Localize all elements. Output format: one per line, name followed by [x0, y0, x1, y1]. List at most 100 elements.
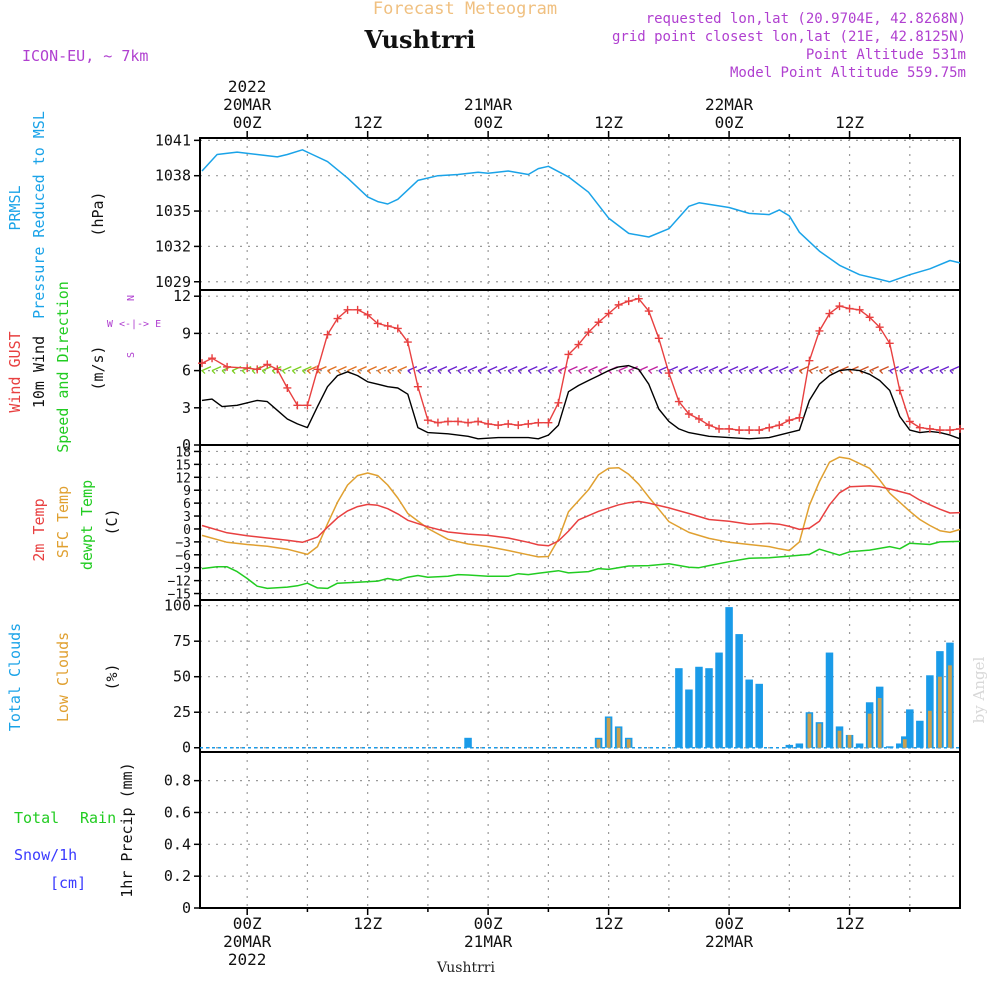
gust-marker — [383, 321, 392, 330]
pressure-unit: (hPa) — [89, 191, 107, 236]
gust-marker — [524, 419, 533, 428]
wind-barb — [231, 370, 236, 375]
wind-barb — [899, 370, 904, 375]
wind-barb — [337, 366, 347, 372]
top-time-label: 12Z — [835, 113, 864, 132]
wind-barb — [301, 370, 306, 375]
gust-marker — [905, 417, 914, 426]
temp-label-sfc: SFC Temp — [54, 486, 72, 558]
precip-ytick-label: 0.4 — [164, 835, 191, 853]
temp-ytick-label: −15 — [168, 588, 191, 603]
gust-marker — [263, 360, 272, 369]
gust-marker — [484, 419, 493, 428]
gust-marker — [624, 297, 633, 306]
low-cloud-bar — [616, 727, 621, 748]
gust-marker — [945, 426, 954, 435]
gust-marker — [208, 354, 217, 363]
wind-barb — [307, 366, 317, 372]
top-time-label: 00Z — [233, 113, 262, 132]
wind-barb — [808, 370, 813, 375]
wind-barb — [302, 366, 312, 372]
wind-barb — [668, 366, 679, 372]
total-cloud-bar — [896, 743, 904, 748]
bottom-time-label: 12Z — [594, 914, 623, 933]
wind-barb — [367, 370, 372, 375]
total-cloud-bar — [795, 743, 804, 748]
temp-ytick-label: 9 — [183, 484, 191, 499]
pressure-label-msl: Pressure Reduced to MSL — [30, 111, 48, 319]
wind-barb — [527, 370, 532, 375]
wind-barb — [939, 370, 944, 375]
total-cloud-bar — [885, 746, 894, 748]
pressure-ytick-label: 1038 — [155, 167, 191, 185]
gust-marker — [935, 426, 944, 435]
wind-barb — [879, 366, 889, 372]
gust-marker — [785, 416, 794, 425]
gust-marker — [725, 424, 734, 433]
wind-barb — [417, 370, 422, 375]
wind-barb — [758, 370, 763, 375]
wind-barb — [628, 366, 638, 372]
bottom-time-label: 00Z — [233, 914, 262, 933]
wind-label-gust: Wind GUST — [6, 331, 24, 412]
wind-barb — [799, 366, 809, 372]
gust-marker — [815, 326, 824, 335]
gust-marker — [494, 421, 503, 430]
wind-barb — [809, 366, 819, 372]
gust-marker — [885, 339, 894, 348]
bottom-time-label: 00Z — [474, 914, 503, 933]
wind-barb — [798, 370, 803, 375]
wind-unit: (m/s) — [89, 345, 107, 390]
gust-marker — [775, 421, 784, 430]
wind-barb — [241, 370, 246, 375]
gust-marker — [925, 424, 934, 433]
pressure-frame — [199, 137, 961, 291]
wind-barb — [251, 370, 256, 375]
pressure-ytick-label: 1041 — [155, 131, 191, 149]
top-time-label: 12Z — [594, 113, 623, 132]
wind-barb — [377, 366, 387, 372]
gust-marker — [956, 424, 964, 433]
low-cloud-bar — [596, 739, 601, 748]
gust-marker — [474, 417, 483, 426]
gust-marker — [544, 418, 553, 427]
temp-ytick-label: −3 — [175, 536, 191, 551]
low-cloud-bar — [606, 717, 611, 748]
wind-barb — [517, 370, 522, 375]
wind-barb — [211, 370, 216, 375]
precip-ytick-label: 0 — [182, 899, 191, 917]
wind-barb — [221, 370, 226, 375]
gust-marker — [413, 382, 422, 391]
wind-barb — [818, 370, 823, 375]
gust-marker — [293, 401, 302, 410]
compass-n: N — [126, 295, 137, 301]
gust-marker — [694, 414, 703, 423]
gust-marker — [715, 424, 724, 433]
sfc-temp-line — [201, 456, 961, 558]
gust-marker — [614, 300, 623, 309]
low-cloud-bar — [807, 713, 812, 748]
gust-marker — [664, 369, 673, 378]
clouds-ytick-label: 100 — [164, 597, 191, 615]
wind-barb — [507, 370, 512, 375]
gust-marker — [273, 365, 282, 374]
wind10-line — [201, 364, 961, 440]
wind-barb — [618, 370, 623, 375]
plot-layer: 10291032103510381041036912−15−12−9−6−303… — [155, 77, 964, 969]
gust-marker — [198, 359, 207, 368]
point-altitude: Point Altitude 531m — [806, 47, 966, 63]
bottom-time-label: 22MAR — [705, 932, 754, 951]
model-altitude: Model Point Altitude 559.75m — [730, 65, 966, 81]
clouds-label-total: Total Clouds — [6, 623, 24, 731]
wind-barb — [748, 366, 759, 372]
wind-barb — [829, 366, 839, 372]
wind-barb — [698, 366, 709, 372]
wind-ytick-label: 9 — [182, 324, 191, 342]
bottom-time-label: 20MAR — [223, 932, 272, 951]
temp-ytick-label: 0 — [183, 523, 191, 538]
wind-barb — [537, 370, 542, 375]
wind-barb — [437, 366, 448, 372]
wind-barb — [819, 366, 829, 372]
gust-marker — [915, 423, 924, 432]
wind-barb — [748, 370, 753, 375]
